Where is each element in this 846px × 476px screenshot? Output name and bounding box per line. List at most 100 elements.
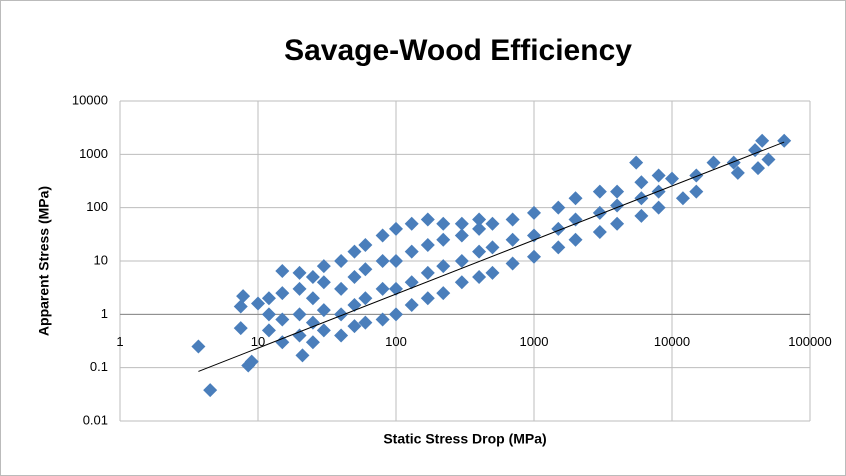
data-point (436, 286, 451, 301)
data-point (420, 291, 435, 306)
data-point (404, 275, 419, 290)
chart-title: Savage-Wood Efficiency (284, 34, 632, 67)
data-point (634, 208, 649, 223)
data-point (568, 191, 583, 206)
data-point (347, 244, 362, 259)
data-point (316, 275, 331, 290)
trendline (198, 141, 785, 372)
data-point (748, 143, 763, 158)
data-point (665, 171, 679, 186)
data-point (592, 224, 607, 239)
data-point (505, 232, 520, 247)
data-point (651, 200, 666, 215)
data-point (292, 265, 307, 280)
data-point (527, 249, 541, 264)
data-point (404, 216, 419, 231)
data-point (761, 152, 776, 167)
data-point (358, 291, 373, 306)
data-point (651, 168, 666, 183)
data-point (472, 221, 487, 236)
y-tick-label: 100 (86, 199, 108, 214)
data-point (634, 175, 649, 190)
data-point (436, 259, 451, 274)
data-point (610, 216, 625, 231)
data-point (275, 312, 290, 327)
data-point (472, 244, 487, 259)
data-point (568, 232, 583, 247)
data-point (551, 240, 566, 255)
data-point (592, 184, 607, 199)
data-point (404, 244, 419, 259)
data-point (251, 296, 265, 311)
data-point (244, 354, 259, 369)
data-point (454, 254, 469, 268)
data-point (527, 205, 541, 220)
data-point (375, 312, 390, 327)
data-point (454, 216, 469, 231)
data-point (316, 323, 331, 338)
data-point (485, 240, 500, 255)
data-point (706, 155, 721, 170)
data-point (472, 270, 487, 285)
data-point (389, 254, 403, 268)
data-point (454, 228, 469, 243)
data-point (292, 328, 307, 343)
data-point (295, 348, 310, 363)
data-point (629, 155, 644, 170)
y-tick-label: 1000 (79, 146, 108, 161)
data-point (203, 383, 218, 398)
y-axis-title: Apparent Stress (MPa) (36, 186, 52, 336)
y-tick-label: 1 (101, 306, 108, 321)
x-axis-title: Static Stress Drop (MPa) (383, 431, 546, 447)
data-point (420, 237, 435, 252)
data-point (236, 289, 251, 304)
data-point (454, 275, 469, 290)
data-point (420, 212, 435, 227)
data-point (485, 265, 500, 280)
x-tick-label: 1000 (520, 334, 549, 349)
data-point (551, 200, 566, 215)
y-tick-label: 10 (94, 252, 108, 267)
y-tick-label: 0.01 (83, 412, 108, 427)
data-point (472, 212, 487, 227)
data-point (305, 291, 320, 306)
y-tick-label: 0.1 (90, 359, 108, 374)
x-tick-label: 1 (116, 334, 123, 349)
data-point (275, 286, 290, 301)
data-point (375, 228, 390, 243)
data-point (305, 335, 320, 350)
data-point (358, 262, 373, 277)
data-point (305, 270, 320, 285)
data-point (485, 216, 500, 231)
data-point (568, 212, 583, 227)
data-point (292, 281, 307, 296)
data-point (275, 335, 290, 350)
data-point (275, 263, 290, 278)
data-point (389, 307, 403, 322)
x-tick-label: 100000 (788, 334, 831, 349)
data-point (730, 165, 745, 180)
data-point (358, 237, 373, 252)
data-point (334, 307, 349, 322)
data-point (233, 299, 248, 314)
data-point (689, 184, 704, 199)
data-point (751, 161, 766, 176)
data-point (305, 315, 320, 330)
data-point (505, 256, 520, 271)
data-point (675, 191, 690, 206)
data-point (610, 184, 625, 199)
data-point (404, 297, 419, 312)
data-point (436, 232, 451, 247)
data-point (316, 259, 331, 274)
data-point (755, 133, 770, 148)
data-point (334, 328, 349, 343)
data-point (334, 281, 349, 296)
data-point (347, 270, 362, 285)
data-point (389, 221, 403, 236)
x-tick-label: 100 (385, 334, 407, 349)
data-point (505, 212, 520, 227)
data-point (592, 205, 607, 220)
data-point (375, 254, 390, 268)
